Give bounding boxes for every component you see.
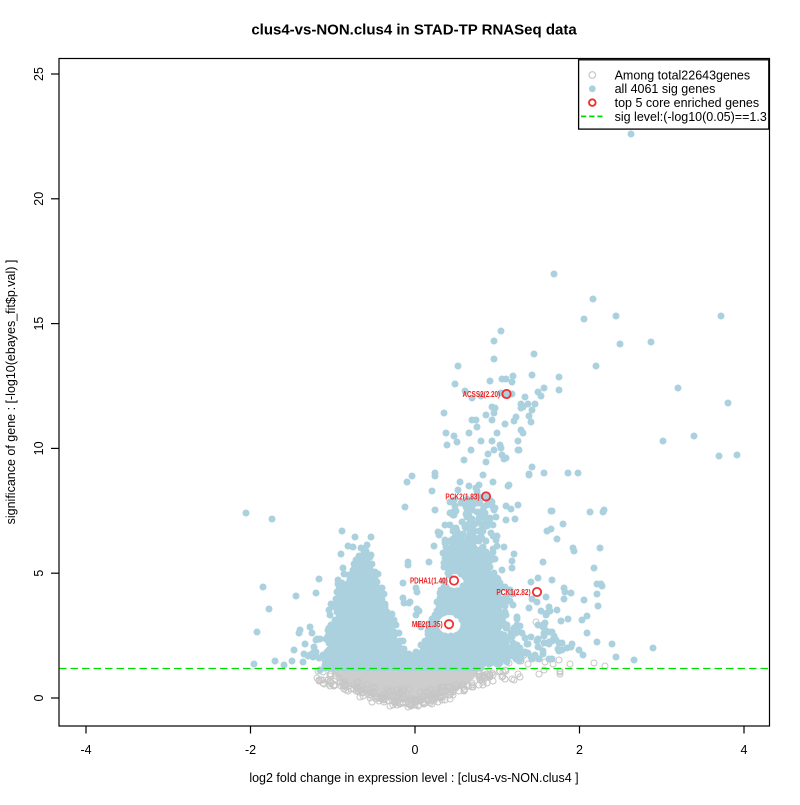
- svg-text:PCK2(1.83): PCK2(1.83): [445, 492, 480, 501]
- svg-text:clus4-vs-NON.clus4 in STAD-TP: clus4-vs-NON.clus4 in STAD-TP RNASeq dat…: [251, 22, 577, 39]
- svg-text:all 4061 sig genes: all 4061 sig genes: [615, 82, 716, 96]
- svg-text:sig level:(-log10(0.05)==1.3: sig level:(-log10(0.05)==1.3: [615, 110, 767, 124]
- svg-text:PCK1(2.82): PCK1(2.82): [496, 588, 531, 597]
- svg-text:0: 0: [32, 694, 46, 701]
- svg-text:4: 4: [741, 743, 748, 757]
- svg-text:significance of gene : [-log10: significance of gene : [-log10(ebayes_fi…: [4, 260, 18, 525]
- svg-text:15: 15: [32, 317, 46, 331]
- svg-text:ACSS2(2.20): ACSS2(2.20): [462, 390, 500, 399]
- svg-text:log2 fold change in expression: log2 fold change in expression level : […: [249, 771, 578, 785]
- svg-text:top 5 core enriched genes: top 5 core enriched genes: [615, 96, 760, 110]
- svg-text:5: 5: [32, 570, 46, 577]
- svg-text:Among total22643genes: Among total22643genes: [615, 68, 751, 82]
- svg-text:-2: -2: [245, 743, 256, 757]
- svg-text:0: 0: [412, 743, 419, 757]
- svg-text:10: 10: [32, 441, 46, 455]
- svg-text:PDHA1(1.40): PDHA1(1.40): [410, 577, 448, 586]
- svg-text:ME2(1.35): ME2(1.35): [412, 620, 443, 629]
- svg-text:2: 2: [576, 743, 583, 757]
- svg-text:20: 20: [32, 192, 46, 206]
- svg-text:-4: -4: [80, 743, 91, 757]
- svg-text:25: 25: [32, 67, 46, 81]
